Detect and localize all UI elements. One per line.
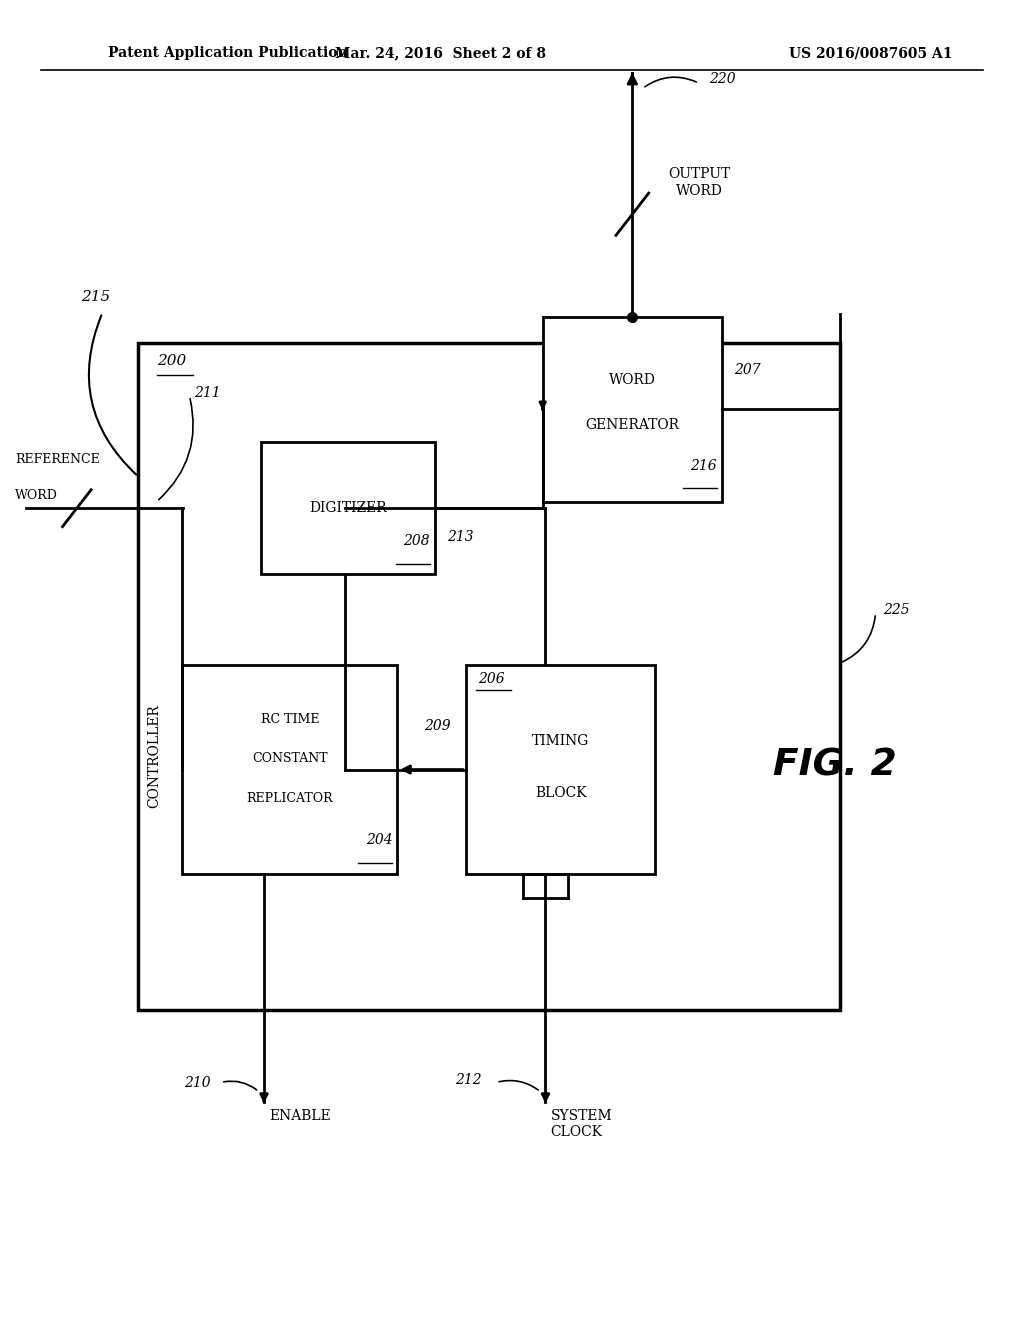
FancyBboxPatch shape bbox=[138, 343, 840, 1010]
Text: 225: 225 bbox=[883, 603, 909, 616]
Text: SYSTEM
CLOCK: SYSTEM CLOCK bbox=[551, 1109, 612, 1139]
Text: DIGITIZER: DIGITIZER bbox=[309, 502, 387, 515]
Text: 204: 204 bbox=[366, 833, 392, 847]
FancyBboxPatch shape bbox=[543, 317, 722, 502]
Text: 216: 216 bbox=[690, 458, 717, 473]
Text: FIG. 2: FIG. 2 bbox=[773, 747, 896, 784]
FancyBboxPatch shape bbox=[261, 442, 435, 574]
Text: 212: 212 bbox=[456, 1073, 482, 1088]
Text: WORD: WORD bbox=[609, 374, 655, 387]
Text: 211: 211 bbox=[195, 387, 221, 400]
Text: 200: 200 bbox=[157, 354, 186, 368]
Text: RC TIME: RC TIME bbox=[260, 713, 319, 726]
Text: 220: 220 bbox=[709, 73, 736, 86]
Text: 213: 213 bbox=[447, 531, 474, 544]
Text: 208: 208 bbox=[403, 533, 430, 548]
Text: Mar. 24, 2016  Sheet 2 of 8: Mar. 24, 2016 Sheet 2 of 8 bbox=[335, 46, 546, 61]
Text: 215: 215 bbox=[81, 289, 110, 304]
Text: US 2016/0087605 A1: US 2016/0087605 A1 bbox=[788, 46, 952, 61]
Text: CONTROLLER: CONTROLLER bbox=[147, 705, 162, 808]
Text: TIMING: TIMING bbox=[531, 734, 590, 747]
FancyBboxPatch shape bbox=[466, 665, 655, 874]
Text: CONSTANT: CONSTANT bbox=[252, 752, 328, 766]
Text: OUTPUT
WORD: OUTPUT WORD bbox=[668, 168, 730, 198]
Text: REPLICATOR: REPLICATOR bbox=[247, 792, 333, 805]
Text: Patent Application Publication: Patent Application Publication bbox=[108, 46, 347, 61]
Text: GENERATOR: GENERATOR bbox=[586, 418, 679, 432]
FancyBboxPatch shape bbox=[182, 665, 397, 874]
Text: ENABLE: ENABLE bbox=[269, 1109, 331, 1123]
Text: 207: 207 bbox=[734, 363, 761, 376]
Text: WORD: WORD bbox=[15, 488, 58, 502]
Text: 206: 206 bbox=[478, 672, 505, 686]
Text: BLOCK: BLOCK bbox=[535, 787, 587, 800]
Text: 209: 209 bbox=[424, 718, 451, 733]
Text: 210: 210 bbox=[184, 1076, 211, 1090]
Text: REFERENCE: REFERENCE bbox=[15, 453, 100, 466]
